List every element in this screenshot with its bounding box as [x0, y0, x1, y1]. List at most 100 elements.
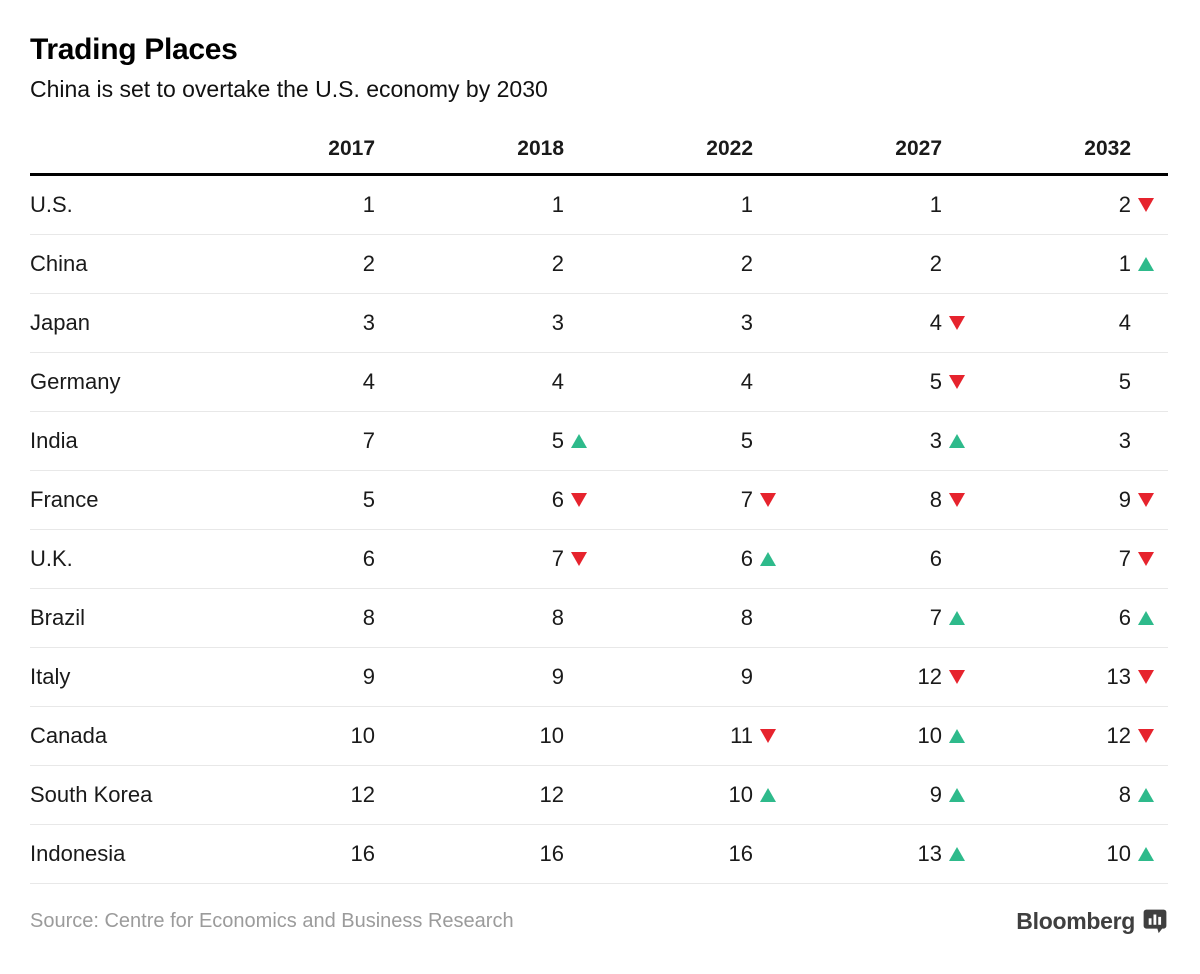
rank-down-icon	[949, 669, 965, 684]
arrow-slot	[1131, 197, 1168, 212]
year-column-header: 2017	[223, 137, 412, 161]
arrow-slot	[753, 551, 790, 566]
arrow-slot	[942, 728, 979, 743]
rank-value: 6	[551, 486, 564, 512]
rank-value: 3	[362, 309, 375, 335]
rank-cell: 13	[979, 664, 1168, 690]
rank-value: 2	[740, 250, 753, 276]
arrow-slot	[1131, 256, 1168, 271]
rank-down-icon	[1138, 197, 1154, 212]
rank-value: 5	[362, 486, 375, 512]
rank-value: 5	[740, 427, 753, 453]
table-body: U.S. 1 1 1 1 2 China 2 2 2 2 1 Japan 3 3 3 4 4 Germany 4 4 4 5…	[30, 176, 1168, 884]
rank-cell: 5	[223, 487, 412, 513]
rank-value: 6	[740, 545, 753, 571]
year-column-header: 2032	[979, 137, 1168, 161]
rank-value: 10	[917, 722, 942, 748]
rank-down-icon	[1138, 492, 1154, 507]
rank-value: 8	[929, 486, 942, 512]
rank-cell: 2	[601, 251, 790, 277]
bloomberg-chart-bubble-icon	[1142, 908, 1168, 934]
rank-value: 1	[1118, 250, 1131, 276]
rank-value: 13	[917, 840, 942, 866]
rank-cell: 3	[979, 428, 1168, 454]
year-column-header: 2018	[412, 137, 601, 161]
country-label: India	[30, 427, 78, 453]
rank-cell: 4	[223, 369, 412, 395]
rank-cell: 10	[979, 841, 1168, 867]
rank-down-icon	[760, 728, 776, 743]
table-row: U.K. 6 7 6 6 7	[30, 530, 1168, 589]
rank-value: 7	[929, 604, 942, 630]
rank-cell: 3	[223, 310, 412, 336]
country-label: China	[30, 250, 88, 276]
rank-cell: 8	[601, 605, 790, 631]
rank-cell: 9	[412, 664, 601, 690]
rank-up-icon	[1138, 846, 1154, 861]
arrow-slot	[753, 787, 790, 802]
rank-value: 12	[539, 781, 564, 807]
rank-cell: 3	[601, 310, 790, 336]
rank-cell: 4	[412, 369, 601, 395]
rank-cell: 16	[412, 841, 601, 867]
rank-down-icon	[949, 492, 965, 507]
table-row: Indonesia 16 16 16 13 10	[30, 825, 1168, 884]
rank-cell: 5	[979, 369, 1168, 395]
country-label: U.K.	[30, 545, 73, 571]
rank-cell: 3	[412, 310, 601, 336]
arrow-slot	[1131, 551, 1168, 566]
country-label: France	[30, 486, 99, 512]
rank-up-icon	[760, 787, 776, 802]
rank-value: 10	[1106, 840, 1131, 866]
rank-value: 9	[1118, 486, 1131, 512]
arrow-slot	[1131, 728, 1168, 743]
rank-value: 10	[350, 722, 375, 748]
arrow-slot	[1131, 669, 1168, 684]
rank-value: 9	[362, 663, 375, 689]
arrow-slot	[942, 787, 979, 802]
rank-cell: 2	[223, 251, 412, 277]
arrow-slot	[1131, 610, 1168, 625]
table-row: Italy 9 9 9 12 13	[30, 648, 1168, 707]
rank-up-icon	[949, 610, 965, 625]
rank-cell: 4	[790, 310, 979, 336]
rank-cell: 8	[790, 487, 979, 513]
rank-cell: 8	[979, 782, 1168, 808]
rank-cell: 10	[223, 723, 412, 749]
rank-cell: 5	[790, 369, 979, 395]
rank-value: 3	[740, 309, 753, 335]
country-label: Brazil	[30, 604, 86, 630]
chart-card: Trading Places China is set to overtake …	[30, 33, 1168, 935]
rank-down-icon	[571, 492, 587, 507]
rank-value: 16	[728, 840, 753, 866]
rank-table: 2017 2018 2022 2027 2032 U.S. 1 1 1 1 2 China 2 2 2 2 1…	[30, 103, 1168, 884]
rank-cell: 5	[601, 428, 790, 454]
table-row: U.S. 1 1 1 1 2	[30, 176, 1168, 235]
year-column-header-label: 2027	[895, 136, 942, 160]
table-row: Germany 4 4 4 5 5	[30, 353, 1168, 412]
footer: Source: Centre for Economics and Busines…	[30, 908, 1168, 935]
rank-cell: 8	[223, 605, 412, 631]
rank-value: 10	[728, 781, 753, 807]
rank-value: 4	[929, 309, 942, 335]
rank-value: 9	[740, 663, 753, 689]
arrow-slot	[564, 433, 601, 448]
rank-value: 2	[929, 250, 942, 276]
rank-cell: 10	[601, 782, 790, 808]
arrow-slot	[942, 315, 979, 330]
rank-value: 9	[929, 781, 942, 807]
chart-title: Trading Places	[30, 33, 238, 66]
rank-cell: 1	[601, 192, 790, 218]
year-column-header-label: 2018	[517, 136, 564, 160]
rank-value: 2	[1118, 191, 1131, 217]
year-column-header-label: 2017	[328, 136, 375, 160]
rank-cell: 9	[790, 782, 979, 808]
arrow-slot	[564, 551, 601, 566]
table-row: China 2 2 2 2 1	[30, 235, 1168, 294]
rank-value: 7	[362, 427, 375, 453]
rank-up-icon	[1138, 787, 1154, 802]
rank-cell: 12	[790, 664, 979, 690]
rank-up-icon	[949, 846, 965, 861]
rank-cell: 16	[601, 841, 790, 867]
rank-cell: 11	[601, 723, 790, 749]
